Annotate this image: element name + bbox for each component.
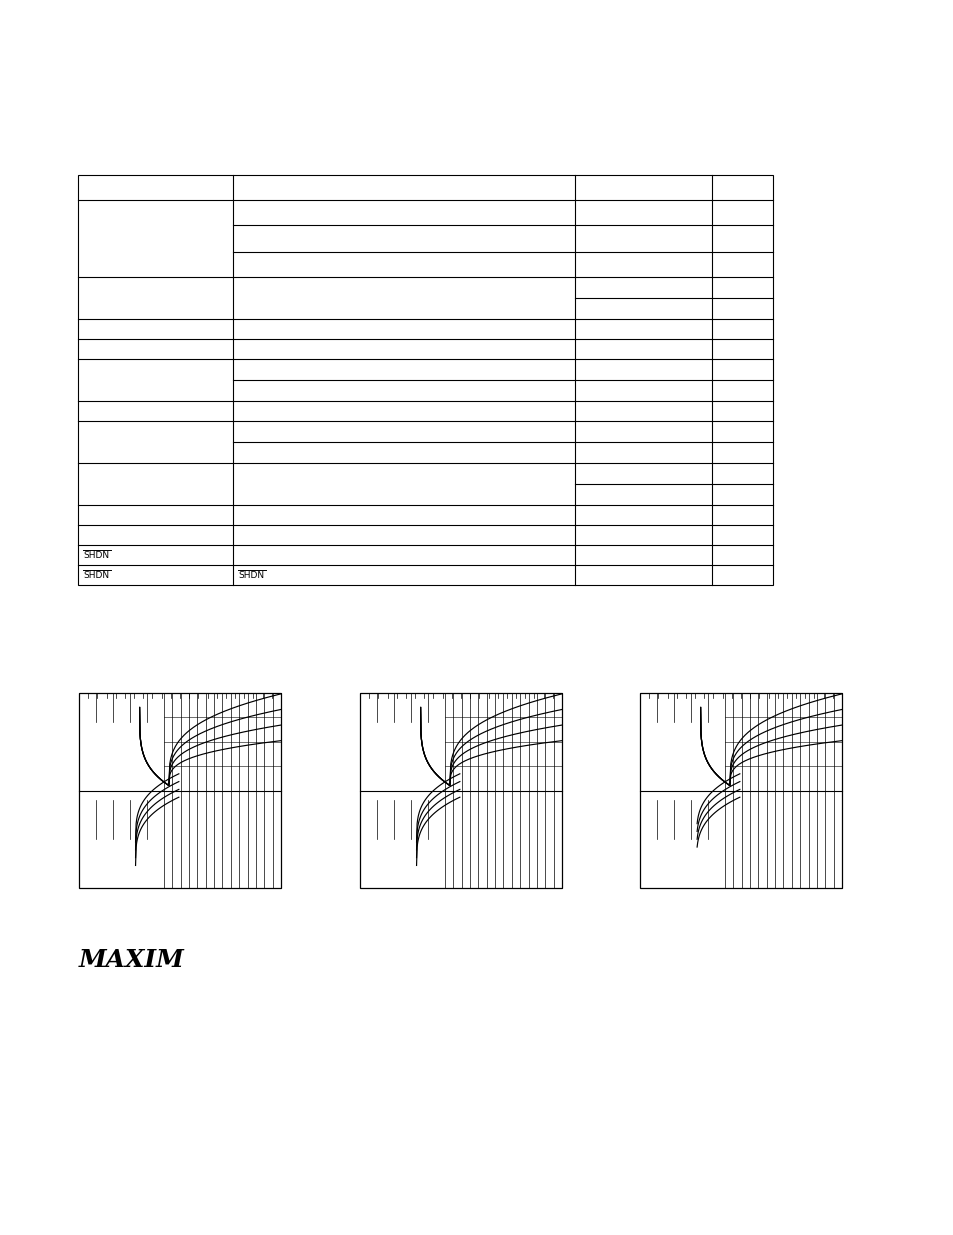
Bar bbox=[78, 175, 772, 585]
Bar bbox=[639, 693, 841, 888]
Text: SHDN: SHDN bbox=[83, 572, 109, 580]
Bar bbox=[359, 693, 561, 888]
Text: SHDN: SHDN bbox=[237, 572, 264, 580]
Bar bbox=[79, 693, 281, 888]
Text: MAXIM: MAXIM bbox=[79, 948, 185, 972]
Text: SHDN: SHDN bbox=[83, 552, 109, 561]
